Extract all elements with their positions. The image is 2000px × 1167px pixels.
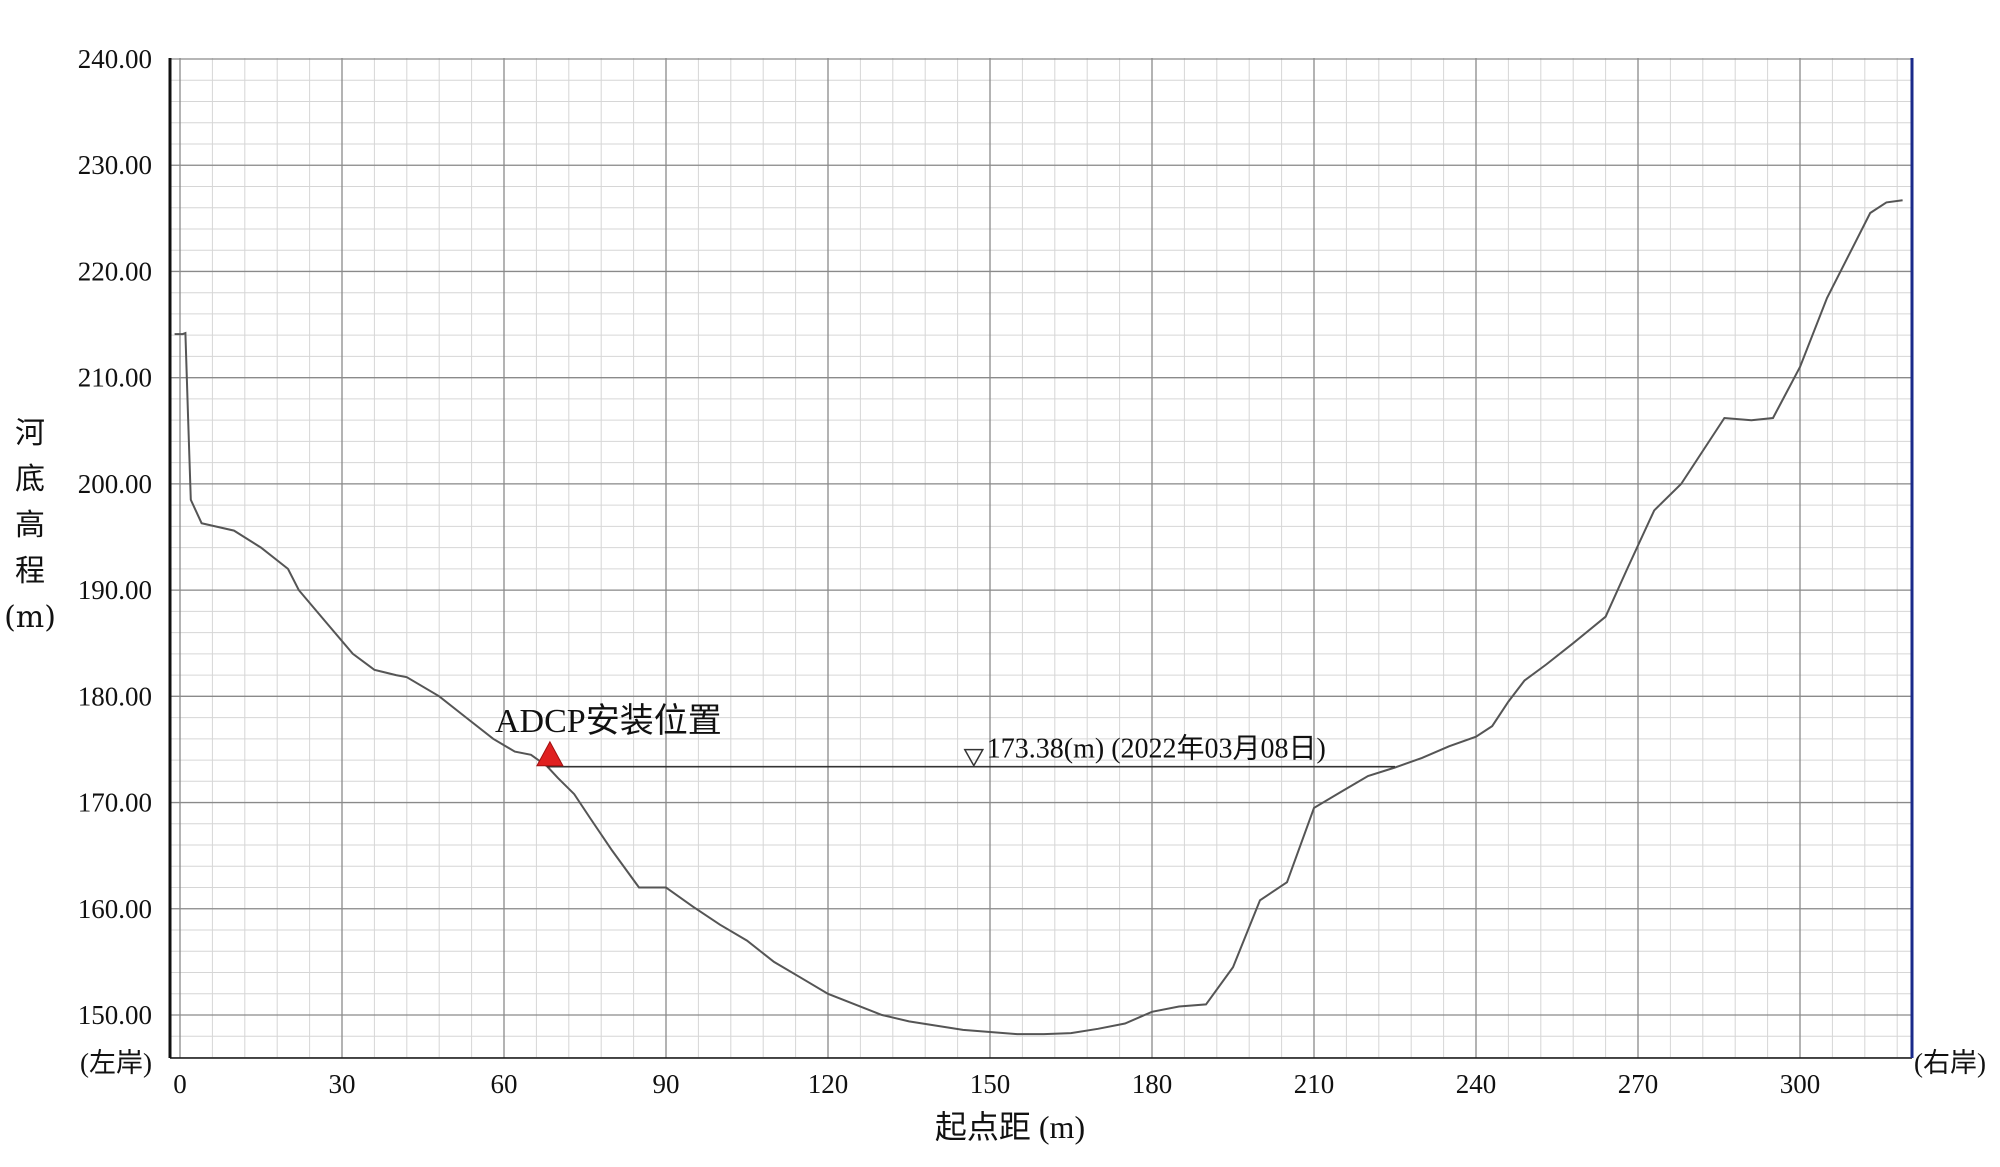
x-axis-label: 起点距 (m) (935, 1109, 1085, 1145)
y-axis-label-char: 底 (15, 462, 45, 497)
y-tick-label: 240.00 (78, 44, 152, 74)
riverbed-profile-line (174, 199, 1903, 1036)
axes (168, 58, 1914, 1059)
x-tick-label: 240 (1456, 1069, 1497, 1099)
x-tick-label: 30 (329, 1069, 356, 1099)
y-axis-label-char: 河 (15, 416, 45, 451)
x-tick-label: 270 (1618, 1069, 1659, 1099)
y-tick-label: 210.00 (78, 363, 152, 393)
right-bank-label: (右岸) (1914, 1048, 1986, 1078)
x-tick-label: 150 (970, 1069, 1011, 1099)
y-tick-label: 180.00 (78, 681, 152, 711)
y-axis-label-char: 高 (15, 508, 45, 543)
x-tick-labels: 0 30 60 90 120 150 180 210 240 270 300 (173, 1069, 1820, 1099)
x-tick-label: 300 (1780, 1069, 1821, 1099)
water-level-label: 173.38(m) (2022年03月08日) (987, 733, 1326, 765)
x-tick-label: 90 (653, 1069, 680, 1099)
x-tick-label: 210 (1294, 1069, 1335, 1099)
y-tick-label: 150.00 (78, 1000, 152, 1030)
adcp-label: ADCP安装位置 (495, 702, 722, 740)
y-tick-label: 170.00 (78, 788, 152, 818)
annotations: 173.38(m) (2022年03月08日) ADCP安装位置 (495, 702, 1395, 768)
adcp-marker-icon (536, 740, 564, 767)
left-bank-label: (左岸) (80, 1048, 152, 1078)
y-tick-label: 220.00 (78, 256, 152, 286)
y-axis-label-char: 程 (15, 554, 45, 589)
x-tick-label: 0 (173, 1069, 187, 1099)
y-tick-label: 160.00 (78, 894, 152, 924)
y-axis-label-char: (m) (4, 600, 56, 635)
water-level-marker-icon (963, 748, 985, 768)
y-tick-label: 230.00 (78, 150, 152, 180)
y-tick-label: 200.00 (78, 469, 152, 499)
x-tick-label: 180 (1132, 1069, 1173, 1099)
major-grid (170, 58, 1912, 1058)
x-tick-label: 120 (808, 1069, 849, 1099)
minor-grid (170, 58, 1912, 1058)
x-tick-label: 60 (491, 1069, 518, 1099)
series-group (174, 199, 1903, 1036)
y-tick-labels: 150.00 160.00 170.00 180.00 190.00 200.00 210.… (78, 44, 152, 1030)
y-tick-label: 190.00 (78, 575, 152, 605)
